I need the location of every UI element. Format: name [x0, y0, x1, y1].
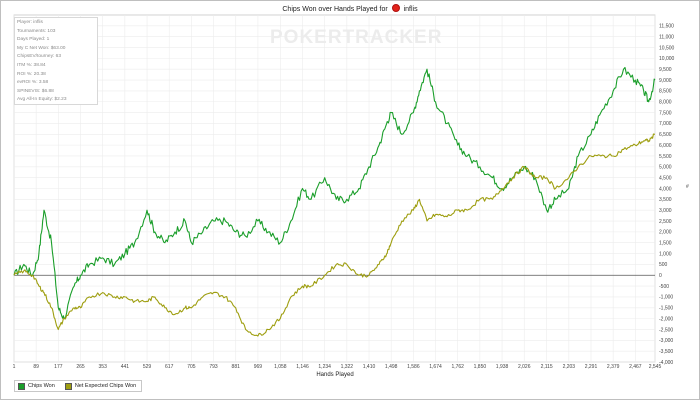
- stats-line: Tournaments: 103: [17, 28, 56, 34]
- y-tick-label: 10,500: [659, 45, 675, 51]
- x-tick-label: 1,058: [274, 364, 287, 370]
- y-tick-label: -3,000: [659, 338, 673, 344]
- x-tick-label: 441: [121, 364, 130, 370]
- x-tick-label: 1,938: [496, 364, 509, 370]
- stats-line: My C Net Won: $63.00: [17, 45, 66, 51]
- legend-label: Chips Won: [28, 383, 55, 389]
- x-tick-label: 2,203: [563, 364, 576, 370]
- stats-line: ChipsEV/tourney: 63: [17, 54, 61, 60]
- y-tick-label: 3,500: [659, 197, 672, 203]
- x-tick-label: 1,762: [451, 364, 464, 370]
- x-tick-label: 617: [165, 364, 174, 370]
- y-tick-label: -1,000: [659, 295, 673, 301]
- y-tick-label: 9,000: [659, 78, 672, 84]
- stats-box: Player: inflis Tournaments: 103 Days Pla…: [14, 17, 98, 105]
- stats-line: Avg All-In Equity: $2.23: [17, 97, 67, 103]
- y-tick-label: 4,000: [659, 186, 672, 192]
- y-tick-label: 6,000: [659, 143, 672, 149]
- y-tick-label: -500: [659, 284, 669, 290]
- legend-swatch: [64, 382, 72, 390]
- x-tick-label: 1,674: [429, 364, 442, 370]
- x-tick-label: 2,115: [541, 364, 553, 370]
- chart-title-prefix: Chips Won over Hands Played for: [282, 6, 388, 13]
- stats-line: evROI %: 3.58: [17, 80, 49, 86]
- y-tick-label: 500: [659, 262, 668, 268]
- legend-item-chips-won: Chips Won: [18, 382, 55, 390]
- y-tick-label: 0: [659, 273, 662, 279]
- x-tick-label: 2,545: [649, 364, 662, 370]
- y-tick-label: -1,500: [659, 306, 673, 312]
- x-tick-label: 793: [209, 364, 218, 370]
- y-tick-label: -4,000: [659, 360, 673, 366]
- y-tick-label: 5,500: [659, 154, 672, 160]
- y-axis-marker: #: [686, 184, 689, 190]
- x-tick-label: 2,291: [585, 364, 598, 370]
- y-tick-label: 10,000: [659, 56, 675, 62]
- stats-line: ITM %: 38.84: [17, 62, 46, 68]
- y-tick-label: 7,000: [659, 121, 672, 127]
- y-tick-label: -3,500: [659, 349, 673, 355]
- y-tick-label: -2,000: [659, 316, 673, 322]
- x-tick-label: 881: [232, 364, 241, 370]
- x-tick-label: 1,146: [296, 364, 309, 370]
- y-tick-label: 2,000: [659, 230, 672, 236]
- y-tick-label: 6,500: [659, 132, 672, 138]
- y-tick-label: 2,500: [659, 219, 672, 225]
- stats-line: Days Played: 1: [17, 37, 50, 43]
- y-tick-label: 3,000: [659, 208, 672, 214]
- y-tick-label: 8,000: [659, 100, 672, 106]
- y-tick-label: -2,500: [659, 327, 673, 333]
- x-tick-label: 529: [143, 364, 152, 370]
- legend-swatch: [18, 382, 25, 390]
- series-line-chips-won: [13, 66, 656, 320]
- x-tick-label: 353: [99, 364, 108, 370]
- legend-item-net-expected: Net Expected Chips Won: [64, 382, 137, 390]
- legend-label: Net Expected Chips Won: [74, 383, 137, 389]
- chart-title: Chips Won over Hands Played for inflis: [0, 4, 700, 13]
- y-tick-label: 7,500: [659, 110, 672, 116]
- stats-line: ROI %: 20.38: [17, 71, 46, 77]
- y-tick-label: 11,000: [659, 34, 674, 40]
- chart-title-player: inflis: [403, 6, 418, 13]
- x-tick-label: 1,322: [341, 364, 354, 370]
- x-tick-label: 177: [54, 364, 63, 370]
- stats-line: SPINEVIS: $6.88: [17, 88, 54, 94]
- y-tick-label: 1,000: [659, 251, 672, 257]
- x-tick-label: 2,026: [518, 364, 531, 370]
- y-tick-label: 9,500: [659, 67, 672, 73]
- watermark: POKERTRACKER: [270, 27, 443, 48]
- x-tick-label: 2,379: [607, 364, 620, 370]
- x-tick-label: 1,586: [407, 364, 420, 370]
- y-tick-label: 1,500: [659, 241, 672, 247]
- y-tick-label: 8,500: [659, 89, 672, 95]
- x-tick-label: 1,410: [363, 364, 376, 370]
- x-tick-label: 1,850: [474, 364, 487, 370]
- x-tick-label: 265: [76, 364, 85, 370]
- x-axis-label: Hands Played: [316, 372, 354, 378]
- x-tick-label: 1,234: [318, 364, 331, 370]
- x-tick-label: 1,498: [385, 364, 398, 370]
- x-tick-label: 705: [187, 364, 196, 370]
- x-tick-label: 89: [33, 364, 39, 370]
- x-tick-label: 2,467: [629, 364, 642, 370]
- poker-chip-icon: [391, 4, 400, 12]
- y-tick-label: 11,500: [659, 24, 674, 30]
- x-tick-label: 969: [254, 364, 263, 370]
- x-tick-label: 1: [13, 364, 16, 370]
- y-tick-label: 5,000: [659, 165, 672, 171]
- legend: Chips Won Net Expected Chips Won: [14, 380, 143, 392]
- stats-line: Player: inflis: [17, 20, 43, 25]
- y-tick-label: 4,500: [659, 175, 672, 181]
- series-line-net-expected: [13, 133, 656, 337]
